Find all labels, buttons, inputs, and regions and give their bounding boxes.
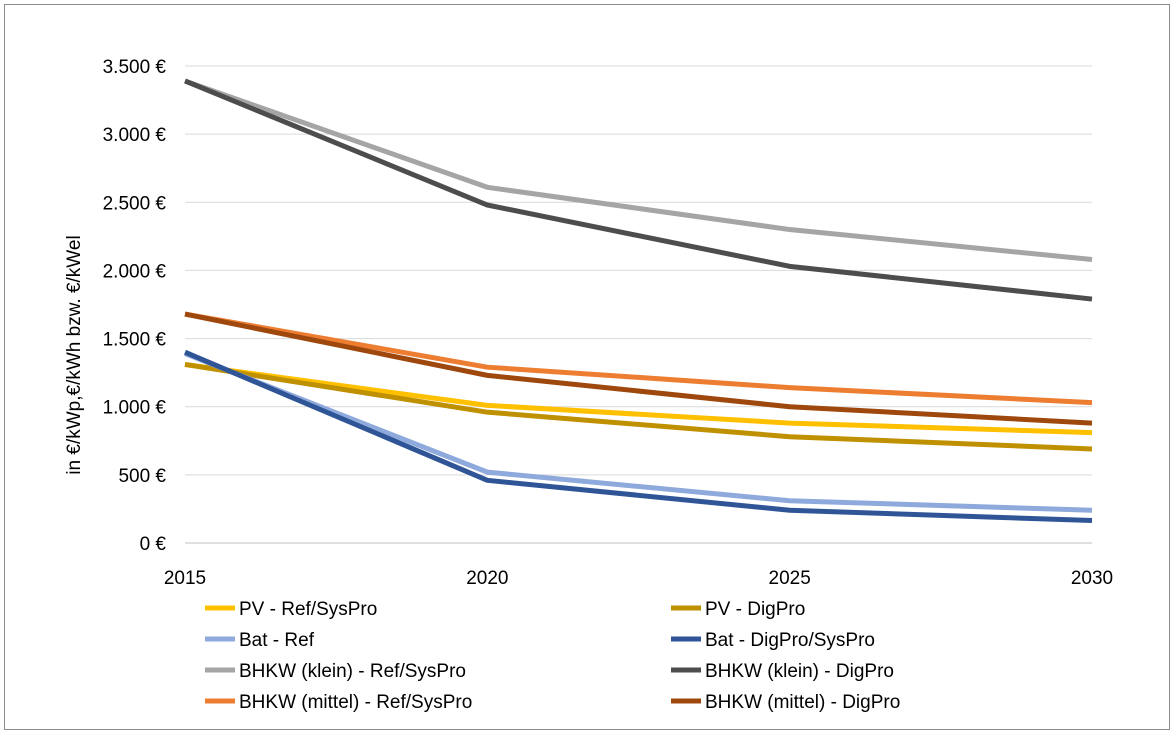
legend: PV - Ref/SysPro PV - DigPro Bat - Ref Bat -… bbox=[205, 599, 900, 713]
legend-item: Bat - DigPro/SysPro bbox=[671, 630, 875, 651]
legend-label: PV - Ref/SysPro bbox=[239, 599, 377, 620]
x-axis-tick-labels: 2015 2020 2025 2030 bbox=[164, 568, 1113, 589]
x-tick-label: 2030 bbox=[1071, 568, 1113, 589]
legend-label: BHKW (klein) - DigPro bbox=[705, 661, 894, 682]
legend-label: Bat - Ref bbox=[239, 630, 315, 651]
y-axis-label: in €/kWp,€/kWh bzw. €/kWel bbox=[64, 235, 85, 474]
legend-item: PV - DigPro bbox=[671, 599, 805, 620]
legend-label: BHKW (mittel) - Ref/SysPro bbox=[239, 692, 472, 713]
legend-item: BHKW (klein) - DigPro bbox=[671, 661, 894, 682]
legend-item: PV - Ref/SysPro bbox=[205, 599, 377, 620]
y-tick-label: 0 € bbox=[140, 534, 167, 555]
series-line bbox=[184, 361, 1093, 452]
x-tick-label: 2025 bbox=[769, 568, 811, 589]
legend-item: Bat - Ref bbox=[205, 630, 315, 651]
legend-label: BHKW (mittel) - DigPro bbox=[705, 692, 900, 713]
y-axis-tick-labels: 0 € 500 € 1.000 € 1.500 € 2.000 € 2.500 € 3.00… bbox=[103, 57, 167, 555]
series-lines bbox=[184, 78, 1093, 524]
y-tick-label: 2.500 € bbox=[103, 193, 167, 214]
legend-label: Bat - DigPro/SysPro bbox=[705, 630, 875, 651]
y-tick-label: 3.000 € bbox=[103, 125, 167, 146]
legend-label: PV - DigPro bbox=[705, 599, 805, 620]
legend-item: BHKW (mittel) - Ref/SysPro bbox=[205, 692, 472, 713]
legend-label: BHKW (klein) - Ref/SysPro bbox=[239, 661, 466, 682]
y-tick-label: 1.500 € bbox=[103, 330, 167, 351]
series-line bbox=[184, 78, 1093, 302]
legend-item: BHKW (klein) - Ref/SysPro bbox=[205, 661, 466, 682]
series-line bbox=[184, 311, 1093, 426]
x-tick-label: 2020 bbox=[466, 568, 508, 589]
series-line bbox=[184, 311, 1093, 406]
series-line bbox=[184, 349, 1093, 524]
y-tick-label: 3.500 € bbox=[103, 57, 167, 78]
y-tick-label: 2.000 € bbox=[103, 261, 167, 282]
x-tick-label: 2015 bbox=[164, 568, 206, 589]
y-tick-label: 1.000 € bbox=[103, 398, 167, 419]
chart-frame bbox=[4, 4, 1170, 730]
y-tick-label: 500 € bbox=[118, 466, 166, 487]
series-line bbox=[184, 78, 1093, 263]
legend-item: BHKW (mittel) - DigPro bbox=[671, 692, 900, 713]
series-line bbox=[184, 361, 1093, 436]
series-line bbox=[184, 351, 1093, 513]
